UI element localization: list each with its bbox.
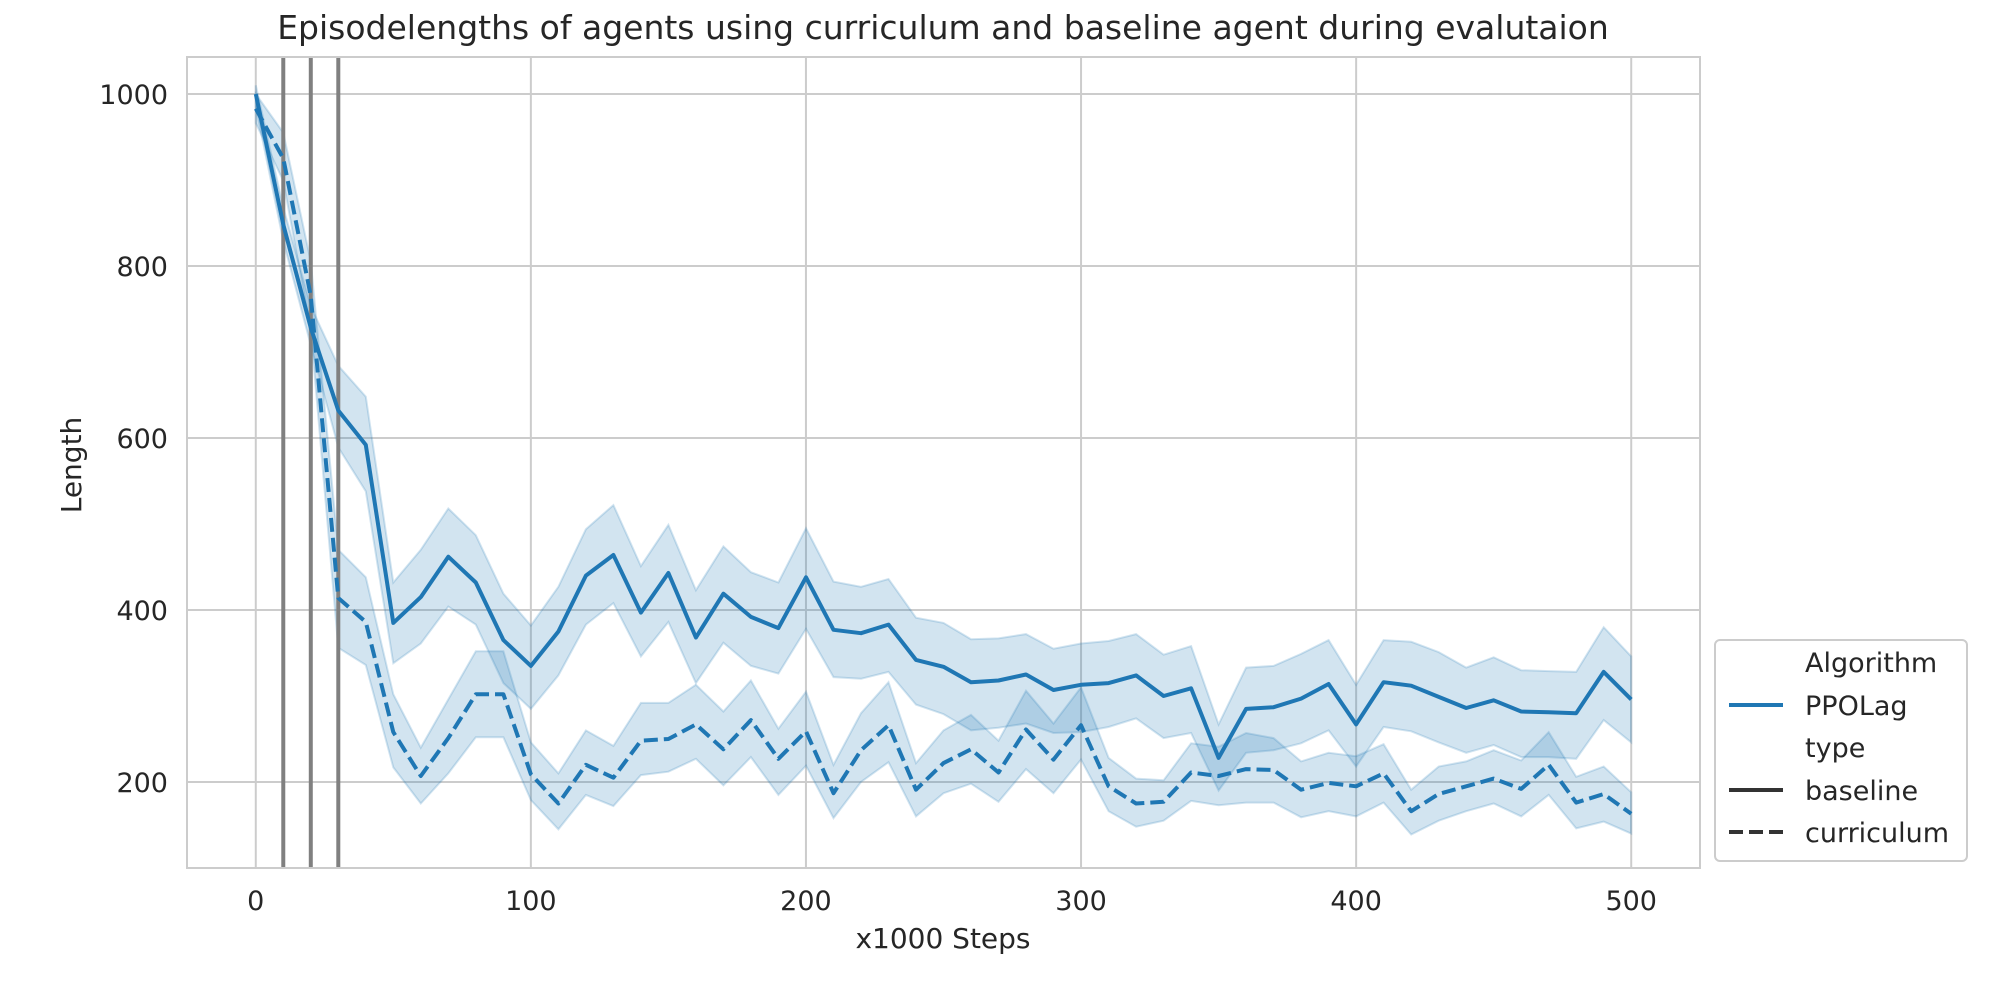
y-tick-label: 600 [116,424,168,455]
plot-area [186,56,1701,869]
curriculum-confidence-band [254,90,1633,836]
legend-hue-title: Algorithm [1805,648,1937,679]
plot-background [187,57,1700,868]
phase-marker-lines [281,57,341,868]
series-lines [253,93,1633,816]
x-tick-label: 500 [1605,886,1657,917]
y-tick-label: 1000 [99,80,168,111]
x-tick-label: 400 [1330,886,1382,917]
baseline-line [253,93,1633,760]
y-tick-label: 400 [116,596,168,627]
x-tick-label: 100 [505,886,557,917]
x-tick-labels: 0 100 200 300 400 500 [247,886,1657,917]
legend: Algorithm PPOLag type baseline curriculu… [1714,639,1968,862]
legend-box [1714,639,1968,862]
grid-layer [187,57,1700,868]
curriculum-line [254,107,1633,816]
legend-ppolag-label: PPOLag [1805,691,1908,722]
legend-style-title: type [1805,733,1865,764]
x-tick-label: 300 [1055,886,1107,917]
chart-title: Episodelengths of agents using curriculu… [277,8,1609,47]
baseline-confidence-band [254,85,1633,793]
x-tick-label: 0 [247,886,264,917]
x-axis-label: x1000 Steps [855,922,1030,955]
confidence-bands [254,85,1633,836]
legend-curriculum-label: curriculum [1805,818,1949,849]
y-tick-label: 800 [116,252,168,283]
y-tick-labels: 200 400 600 800 1000 [99,80,168,799]
legend-baseline-label: baseline [1805,776,1918,807]
y-axis-label: Length [55,417,88,514]
plot-frame [186,56,1701,869]
y-tick-label: 200 [116,768,168,799]
x-tick-label: 200 [780,886,832,917]
